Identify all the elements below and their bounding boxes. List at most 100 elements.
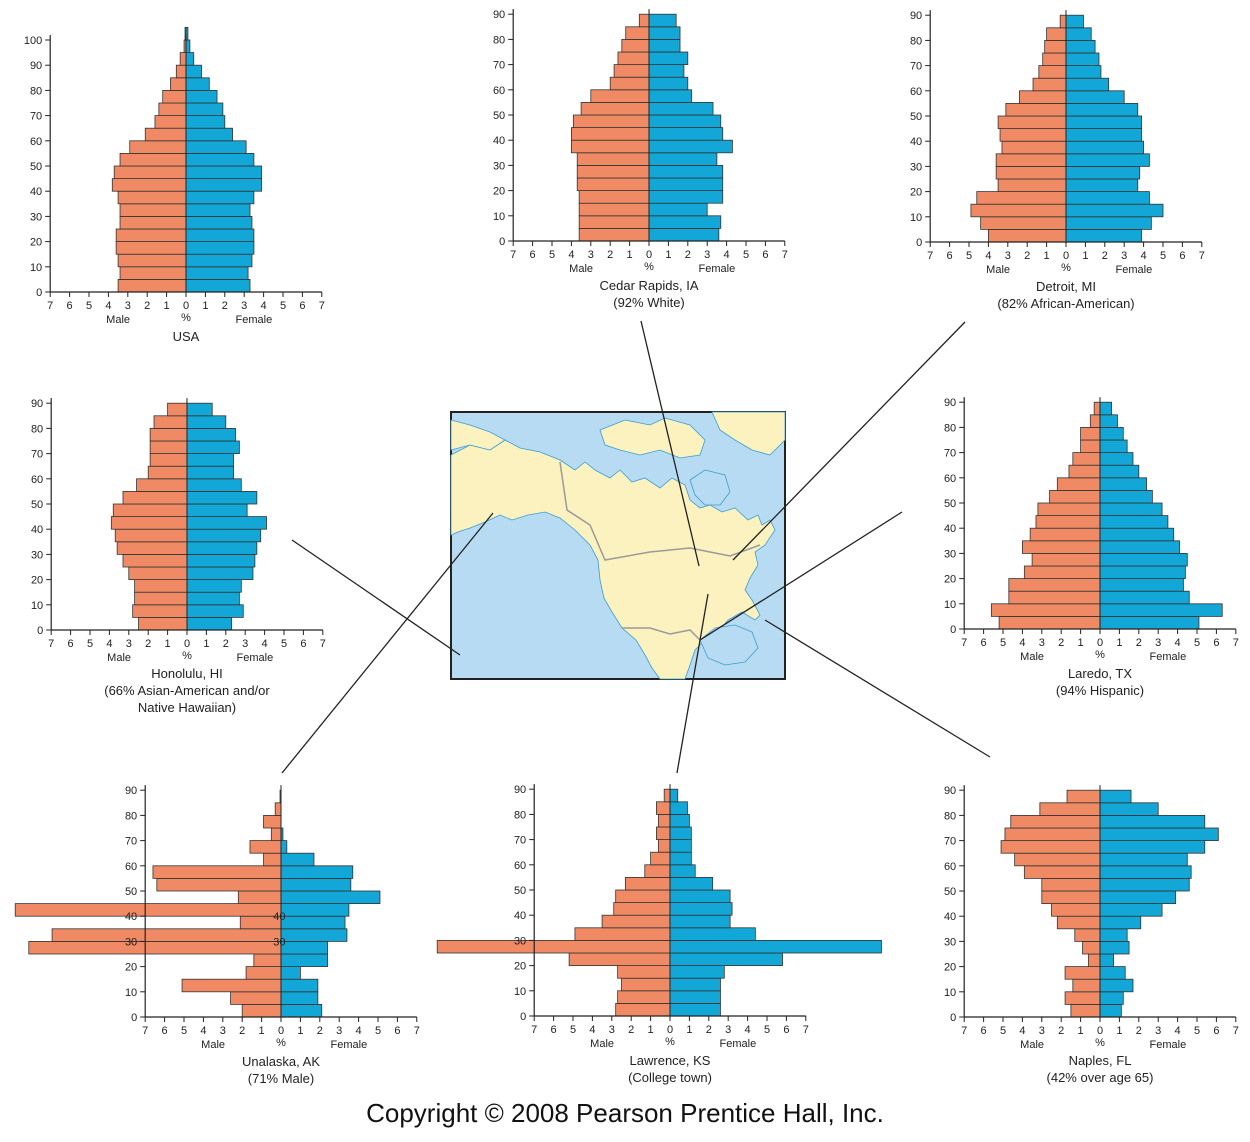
female-bar-age-65: [1099, 840, 1206, 854]
female-bar-age-25: [648, 164, 724, 179]
female-bar-age-65: [669, 839, 692, 853]
x-tick-label: 3: [1039, 637, 1045, 649]
percent-axis-label: %: [665, 1036, 675, 1048]
female-bar-age-25: [186, 554, 256, 568]
x-tick-label: 1: [259, 1025, 265, 1037]
x-tick-label: 6: [530, 249, 536, 261]
male-bar-age-65: [1000, 840, 1101, 854]
x-tick-label: 2: [317, 1025, 323, 1037]
x-tick-label: 5: [1000, 1025, 1006, 1037]
x-tick-label: 6: [981, 1025, 987, 1037]
x-tick-label: 2: [1136, 637, 1142, 649]
female-bar-age-45: [185, 165, 263, 180]
male-bar-age-40: [1035, 515, 1101, 529]
female-bar-age-5: [186, 604, 244, 618]
x-tick-label: 7: [927, 250, 933, 262]
y-tick-label: 10: [944, 987, 956, 999]
female-bar-age-35: [1099, 915, 1142, 930]
y-tick-label: 0: [499, 236, 505, 248]
y-tick-label: 50: [493, 110, 505, 122]
male-bar-age-85: [1093, 401, 1101, 416]
male-bar-age-40: [14, 903, 282, 917]
female-bar-age-0: [1065, 228, 1143, 243]
female-bar-age-80: [186, 415, 227, 429]
y-tick-label: 30: [493, 160, 505, 172]
female-bar-age-10: [1065, 203, 1164, 218]
x-tick-label: 0: [183, 300, 189, 312]
x-tick-label: 4: [589, 1024, 595, 1036]
female-bar-age-75: [1099, 815, 1206, 829]
male-bar-age-35: [571, 139, 650, 154]
female-bar-age-10: [280, 978, 319, 993]
female-bar-age-75: [1099, 426, 1124, 441]
y-tick-label: 70: [944, 836, 956, 848]
x-tick-label: 6: [762, 249, 768, 261]
chart-title: Naples, FL: [1069, 1053, 1132, 1068]
female-bar-age-30: [669, 927, 756, 941]
y-tick-label: 70: [30, 111, 42, 123]
y-tick-label: 30: [30, 211, 42, 223]
male-bar-age-65: [249, 840, 282, 854]
female-bar-age-25: [1099, 553, 1188, 567]
x-tick-label: 1: [665, 249, 671, 261]
x-tick-label: 6: [67, 300, 73, 312]
male-bar-age-35: [1029, 527, 1101, 542]
male-bar-age-75: [162, 90, 187, 104]
x-tick-label: 4: [1019, 637, 1025, 649]
x-tick-label: 5: [281, 638, 287, 650]
male-bar-age-50: [119, 152, 187, 167]
female-bar-age-40: [186, 516, 267, 530]
female-bar-age-30: [186, 541, 258, 555]
male-bar-age-85: [167, 402, 188, 417]
x-tick-label: 5: [1160, 250, 1166, 262]
x-tick-label: 7: [961, 1025, 967, 1037]
x-tick-label: 1: [627, 249, 633, 261]
y-tick-label: 20: [30, 237, 42, 249]
female-bar-age-0: [186, 617, 233, 631]
x-tick-label: 2: [628, 1024, 634, 1036]
x-tick-label: 1: [1044, 250, 1050, 262]
percent-axis-label: %: [1095, 649, 1105, 661]
connector-lawrence: [676, 593, 709, 774]
female-bar-age-55: [280, 865, 354, 879]
female-bar-age-75: [648, 39, 681, 53]
female-bar-age-60: [1099, 852, 1188, 867]
male-bar-age-60: [1068, 464, 1101, 479]
male-bar-age-70: [617, 51, 650, 66]
male-bar-age-70: [1004, 827, 1101, 842]
male-bar-age-70: [270, 827, 282, 842]
y-tick-label: 80: [125, 810, 137, 822]
y-tick-label: 0: [37, 625, 43, 637]
x-tick-label: 1: [203, 638, 209, 650]
y-tick-label: 80: [944, 810, 956, 822]
chart-title: Honolulu, HI: [151, 666, 223, 681]
x-tick-label: 4: [724, 249, 730, 261]
connector-honolulu: [291, 539, 461, 656]
female-bar-age-55: [1099, 477, 1147, 491]
female-bar-age-70: [1065, 52, 1100, 67]
male-bar-age-65: [149, 453, 188, 467]
map-land-north-america: [450, 439, 776, 680]
female-bar-age-5: [648, 215, 722, 229]
map-land-greenland: [711, 411, 786, 456]
x-tick-label: 5: [86, 300, 92, 312]
y-tick-label: 40: [31, 524, 43, 536]
male-bar-age-35: [1056, 915, 1101, 930]
female-bar-age-15: [1099, 966, 1126, 980]
female-bar-age-80: [1065, 27, 1092, 41]
female-bar-age-50: [1099, 878, 1190, 892]
female-bar-age-15: [186, 579, 242, 593]
y-tick-label: 0: [950, 624, 956, 636]
x-tick-label: 4: [568, 249, 574, 261]
y-tick-label: 20: [31, 575, 43, 587]
male-bar-age-25: [1031, 553, 1101, 567]
male-bar-age-15: [1008, 578, 1101, 592]
female-bar-age-20: [186, 566, 254, 581]
female-bar-age-0: [185, 278, 251, 293]
male-bar-age-10: [181, 978, 282, 993]
x-tick-label: 0: [1097, 637, 1103, 649]
female-axis-label: Female: [236, 314, 273, 326]
y-tick-label: 40: [910, 136, 922, 148]
male-bar-age-80: [656, 801, 671, 815]
x-tick-label: 1: [1116, 1025, 1122, 1037]
